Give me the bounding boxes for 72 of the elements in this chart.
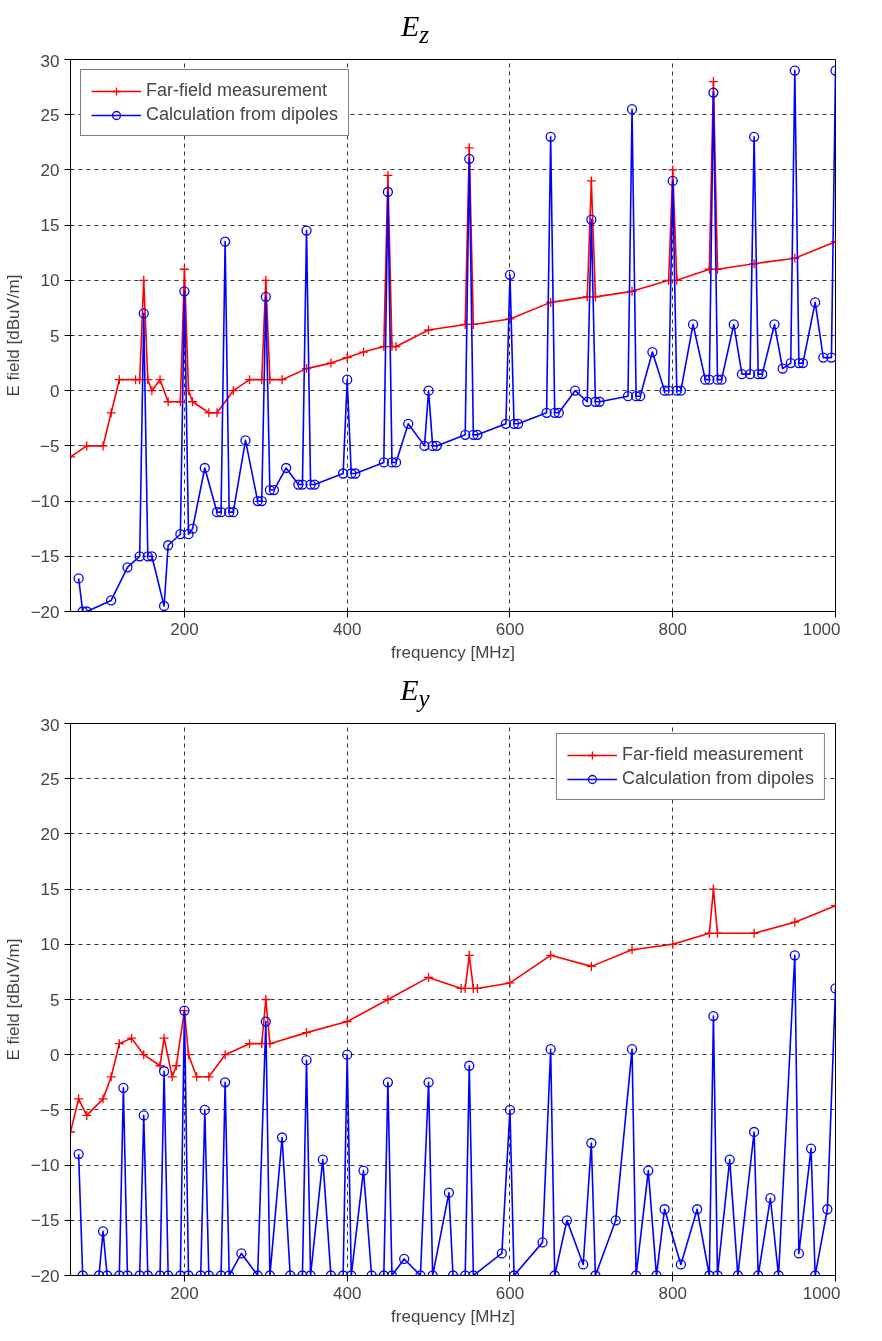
point [504,977,516,989]
x-tick-label: 800 [658,619,687,639]
point [325,357,337,369]
y-tick-label: 15 [40,216,60,236]
legend-label: Far-field measurement [146,80,328,101]
point [626,944,638,955]
point [358,346,369,358]
x-axis-title: frequency [MHz] [391,1306,515,1326]
point [590,291,601,303]
y-tick-label: −10 [30,1156,60,1176]
point [154,1060,166,1071]
point [586,175,597,187]
x-tick-label: 1000 [802,1283,841,1303]
point [390,341,402,352]
y-tick-label: 10 [40,271,60,291]
point [211,407,223,418]
y-tick-label: 25 [40,105,60,125]
chart-title: E$_{z}$ [399,8,431,50]
point [154,374,166,385]
y-tick-label: 30 [40,51,60,71]
point [126,1032,137,1044]
y-tick-label: 30 [40,715,60,735]
x-tick-label: 400 [333,619,362,639]
point [423,324,434,336]
legend-label: Calculation from dipoles [621,768,814,789]
point [748,258,760,269]
x-tick-label: 200 [170,619,199,639]
y-tick-label: −5 [40,436,60,456]
x-tick-label: 1000 [802,619,841,639]
legend-label: Far-field measurement [621,744,803,765]
point [219,1049,231,1060]
point [276,374,288,385]
y-axis-title: E field [dBuV/m] [3,938,23,1061]
y-tick-label: 15 [40,880,60,900]
point [582,291,593,303]
x-tick-label: 800 [658,1283,687,1303]
point [748,928,760,939]
chart-title: E$_{y}$ [399,672,431,714]
point [382,170,394,181]
y-tick-label: 5 [50,990,60,1010]
y-tick-label: 25 [40,769,60,789]
x-tick-label: 200 [170,1283,199,1303]
point [626,286,638,297]
x-tick-label: 600 [495,619,525,639]
y-tick-label: 20 [40,160,60,180]
y-tick-label: 10 [40,935,60,955]
legend-label: Calculation from dipoles [146,104,339,125]
y-tick-label: −20 [30,1266,60,1286]
x-tick-label: 400 [333,1283,362,1303]
point [203,1071,214,1082]
point [667,164,678,176]
x-axis-title: frequency [MHz] [391,642,515,662]
y-tick-label: −5 [40,1100,60,1120]
y-tick-label: −20 [30,602,60,622]
x-tick-label: 600 [495,1283,525,1303]
point [73,1093,84,1105]
point [97,440,109,452]
y-tick-label: −10 [30,492,60,512]
point [264,374,276,385]
point [708,883,719,895]
point [382,994,394,1005]
y-tick-label: 5 [50,326,60,346]
y-tick-label: −15 [30,1211,60,1231]
y-tick-label: 20 [40,824,60,844]
point [97,1093,109,1105]
point [81,440,92,452]
y-tick-label: 0 [50,1045,60,1065]
y-tick-label: 0 [50,381,60,401]
y-tick-label: −15 [30,547,60,567]
point [146,385,158,396]
y-axis-title: E field [dBuV/m] [3,274,23,397]
point [203,407,214,418]
